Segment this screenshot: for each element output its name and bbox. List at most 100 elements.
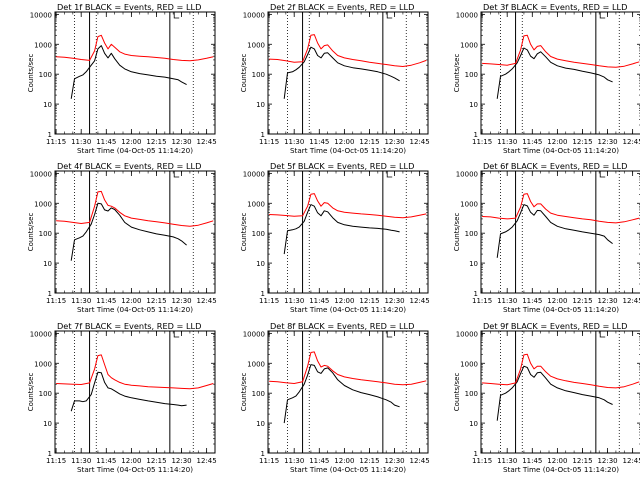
x-tick-label: 11:45 bbox=[522, 297, 542, 305]
x-tick-label: 12:00 bbox=[547, 138, 567, 146]
series-lld bbox=[482, 34, 640, 68]
x-tick-label: 12:00 bbox=[547, 297, 567, 305]
x-tick-label: 11:45 bbox=[96, 138, 116, 146]
panel-title: Det 7f BLACK = Events, RED = LLD bbox=[57, 321, 201, 331]
panel-title: Det 8f BLACK = Events, RED = LLD bbox=[270, 321, 414, 331]
y-tick-label: 100 bbox=[252, 71, 265, 79]
y-axis-label: Counts/sec bbox=[453, 54, 461, 93]
y-tick-label: 10 bbox=[256, 420, 265, 428]
series-events bbox=[496, 204, 613, 258]
y-axis-label: Counts/sec bbox=[27, 213, 35, 252]
x-tick-label: 12:00 bbox=[334, 457, 354, 465]
x-tick-label: 12:30 bbox=[171, 138, 191, 146]
y-tick-label: 10 bbox=[469, 101, 478, 109]
series-lld bbox=[56, 354, 214, 390]
panel-title: Det 5f BLACK = Events, RED = LLD bbox=[270, 161, 414, 171]
x-tick-label: 12:30 bbox=[384, 138, 404, 146]
y-axis-label: Counts/sec bbox=[240, 213, 248, 252]
y-tick-label: 10 bbox=[43, 420, 52, 428]
x-tick-label: 11:15 bbox=[472, 297, 492, 305]
y-axis-label: Counts/sec bbox=[453, 213, 461, 252]
x-tick-label: 11:45 bbox=[309, 138, 329, 146]
y-tick-label: 10000 bbox=[30, 11, 52, 19]
y-tick-label: 1 bbox=[261, 450, 265, 458]
y-tick-label: 1 bbox=[261, 290, 265, 298]
x-tick-label: 11:30 bbox=[284, 297, 304, 305]
plot-frame bbox=[54, 11, 216, 135]
x-tick-label: 12:45 bbox=[623, 297, 640, 305]
x-tick-label: 12:45 bbox=[197, 297, 217, 305]
attenuator-mark bbox=[599, 331, 606, 338]
y-axis-label: Counts/sec bbox=[240, 373, 248, 412]
y-tick-label: 1 bbox=[48, 450, 52, 458]
x-tick-label: 12:15 bbox=[146, 457, 166, 465]
panel-title: Det 4f BLACK = Events, RED = LLD bbox=[57, 161, 201, 171]
y-tick-label: 1 bbox=[48, 131, 52, 139]
panel-5: Det 5f BLACK = Events, RED = LLD 1 10 100 10… bbox=[240, 161, 430, 314]
x-tick-label: 12:45 bbox=[623, 457, 640, 465]
attenuator-mark bbox=[386, 12, 393, 19]
y-tick-label: 100 bbox=[39, 390, 52, 398]
y-tick-label: 10 bbox=[43, 101, 52, 109]
x-tick-label: 12:45 bbox=[410, 457, 430, 465]
x-tick-label: 11:45 bbox=[309, 297, 329, 305]
x-tick-label: 12:15 bbox=[359, 297, 379, 305]
y-axis-label: Counts/sec bbox=[240, 54, 248, 93]
panel-title: Det 6f BLACK = Events, RED = LLD bbox=[483, 161, 627, 171]
x-tick-label: 12:00 bbox=[121, 297, 141, 305]
y-tick-label: 10000 bbox=[30, 170, 52, 178]
x-tick-label: 12:00 bbox=[121, 457, 141, 465]
y-tick-label: 1 bbox=[474, 131, 478, 139]
x-tick-label: 12:45 bbox=[197, 457, 217, 465]
panel-title: Det 3f BLACK = Events, RED = LLD bbox=[483, 2, 627, 12]
attenuator-mark bbox=[386, 331, 393, 338]
y-tick-label: 100 bbox=[465, 390, 478, 398]
series-events bbox=[283, 46, 400, 99]
series-events bbox=[496, 365, 613, 421]
series-lld bbox=[269, 34, 427, 67]
series-events bbox=[496, 47, 613, 99]
plot-frame bbox=[480, 170, 640, 294]
x-tick-label: 11:30 bbox=[284, 457, 304, 465]
x-tick-label: 12:00 bbox=[334, 138, 354, 146]
series-lld bbox=[269, 193, 427, 219]
plot-frame bbox=[267, 170, 429, 294]
x-tick-label: 11:30 bbox=[71, 138, 91, 146]
y-tick-label: 1000 bbox=[247, 360, 265, 368]
y-tick-label: 10 bbox=[43, 260, 52, 268]
x-tick-label: 12:15 bbox=[572, 457, 592, 465]
x-tick-label: 11:15 bbox=[472, 457, 492, 465]
panel-title: Det 2f BLACK = Events, RED = LLD bbox=[270, 2, 414, 12]
x-tick-label: 12:15 bbox=[146, 138, 166, 146]
x-tick-label: 12:30 bbox=[171, 457, 191, 465]
y-tick-label: 10000 bbox=[243, 11, 265, 19]
x-tick-label: 12:30 bbox=[597, 138, 617, 146]
x-tick-label: 11:30 bbox=[497, 297, 517, 305]
x-tick-label: 12:45 bbox=[410, 138, 430, 146]
x-tick-label: 11:30 bbox=[71, 297, 91, 305]
x-tick-label: 11:30 bbox=[71, 457, 91, 465]
y-tick-label: 1 bbox=[261, 131, 265, 139]
panel-4: Det 4f BLACK = Events, RED = LLD 1 10 100 10… bbox=[27, 161, 217, 314]
series-lld bbox=[482, 353, 640, 389]
x-tick-label: 12:45 bbox=[197, 138, 217, 146]
x-axis-label: Start Time (04-Oct-05 11:14:20) bbox=[290, 465, 406, 474]
panel-9: Det 9f BLACK = Events, RED = LLD 1 10 100 10… bbox=[453, 321, 640, 474]
x-tick-label: 12:15 bbox=[146, 297, 166, 305]
y-tick-label: 100 bbox=[465, 71, 478, 79]
y-tick-label: 10000 bbox=[456, 170, 478, 178]
plot-frame bbox=[54, 330, 216, 454]
x-axis-label: Start Time (04-Oct-05 11:14:20) bbox=[77, 465, 193, 474]
y-tick-label: 1000 bbox=[34, 200, 52, 208]
x-tick-label: 12:15 bbox=[359, 457, 379, 465]
x-tick-label: 11:45 bbox=[96, 297, 116, 305]
panel-title: Det 9f BLACK = Events, RED = LLD bbox=[483, 321, 627, 331]
y-axis-label: Counts/sec bbox=[27, 373, 35, 412]
y-tick-label: 100 bbox=[465, 230, 478, 238]
x-tick-label: 12:30 bbox=[597, 297, 617, 305]
y-tick-label: 100 bbox=[39, 230, 52, 238]
plot-frame bbox=[480, 330, 640, 454]
y-tick-label: 1 bbox=[474, 450, 478, 458]
plot-frame bbox=[267, 11, 429, 135]
panel-8: Det 8f BLACK = Events, RED = LLD 1 10 100 10… bbox=[240, 321, 430, 474]
